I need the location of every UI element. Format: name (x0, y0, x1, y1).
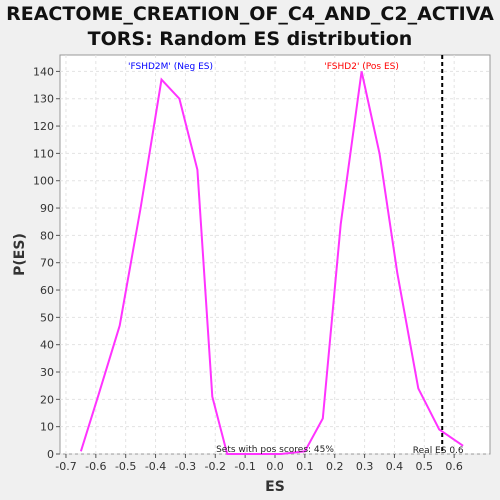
pos-es-annotation: 'FSHD2' (Pos ES) (324, 62, 399, 72)
x-tick-label: -0.6 (85, 460, 106, 473)
y-tick-label: 130 (33, 93, 54, 106)
y-tick-label: 60 (40, 284, 54, 297)
real-es-annotation: Real ES 0.6 (413, 446, 464, 456)
y-tick-label: 30 (40, 366, 54, 379)
y-axis-label: P(ES) (12, 233, 28, 276)
y-tick-label: 50 (40, 311, 54, 324)
x-tick-label: -0.5 (115, 460, 136, 473)
x-axis-ticks: -0.7 -0.6 -0.5 -0.4 -0.3 -0.2 -0.1 0.0 0.1 0.2 0.3… (55, 454, 463, 473)
y-tick-label: 80 (40, 229, 54, 242)
y-tick-label: 20 (40, 393, 54, 406)
y-tick-label: 140 (33, 65, 54, 78)
x-tick-label: 0.1 (296, 460, 314, 473)
y-tick-label: 100 (33, 175, 54, 188)
grid (60, 55, 490, 455)
x-tick-label: 0.2 (326, 460, 344, 473)
y-tick-label: 10 (40, 421, 54, 434)
chart-title-line-1: REACTOME_CREATION_OF_C4_AND_C2_ACTIVA (6, 3, 494, 25)
x-tick-label: 0.5 (416, 460, 434, 473)
neg-es-annotation: 'FSHD2M' (Neg ES) (128, 62, 213, 72)
y-axis-ticks: 0 10 20 30 40 50 60 70 80 90 100 110 120 130 140 (33, 65, 60, 461)
x-tick-label: 0.0 (266, 460, 284, 473)
x-tick-label: 0.3 (356, 460, 374, 473)
y-tick-label: 40 (40, 339, 54, 352)
y-tick-label: 110 (33, 147, 54, 160)
x-tick-label: -0.1 (234, 460, 255, 473)
x-tick-label: -0.7 (55, 460, 76, 473)
x-tick-label: -0.2 (205, 460, 226, 473)
y-tick-label: 0 (47, 448, 54, 461)
random-es-series-line (79, 71, 464, 455)
x-tick-label: -0.4 (145, 460, 166, 473)
x-tick-label: 0.6 (445, 460, 463, 473)
x-tick-label: -0.3 (175, 460, 196, 473)
chart-title-line-2: TORS: Random ES distribution (87, 28, 413, 50)
x-tick-label: 0.4 (386, 460, 404, 473)
y-tick-label: 70 (40, 257, 54, 270)
x-axis-label: ES (265, 479, 285, 495)
pos-scores-annotation: Sets with pos scores: 45% (216, 445, 334, 455)
y-tick-label: 90 (40, 202, 54, 215)
y-tick-label: 120 (33, 120, 54, 133)
